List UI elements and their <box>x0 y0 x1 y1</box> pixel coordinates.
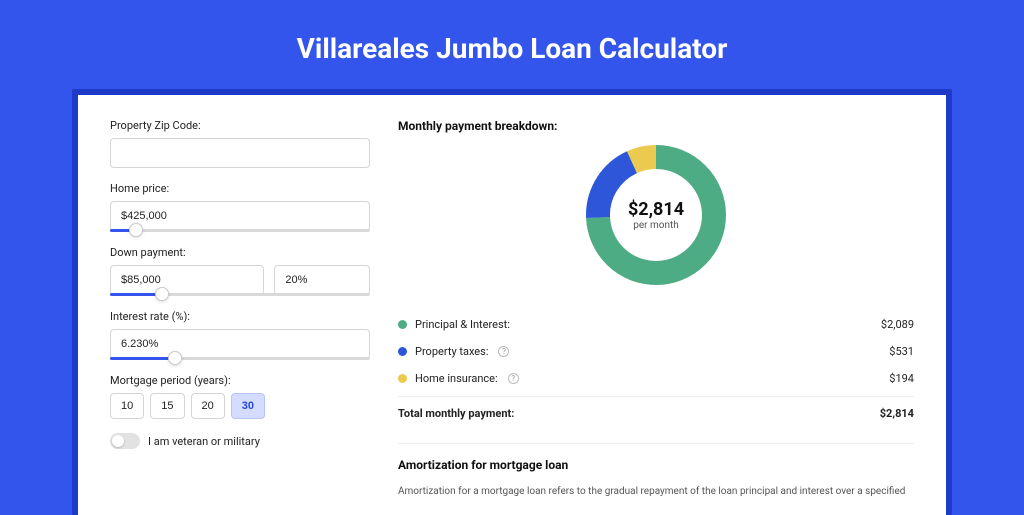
down-payment-group: Down payment: <box>110 246 370 296</box>
calculator-frame: Property Zip Code: Home price: Down paym… <box>72 89 952 515</box>
veteran-toggle[interactable] <box>110 433 140 449</box>
calculator-card: Property Zip Code: Home price: Down paym… <box>78 95 946 515</box>
legend-amount: $531 <box>889 345 914 358</box>
down-payment-amount-input[interactable] <box>110 265 264 295</box>
inputs-panel: Property Zip Code: Home price: Down paym… <box>110 119 370 515</box>
info-icon[interactable]: ? <box>498 346 509 357</box>
amortization-section: Amortization for mortgage loan Amortizat… <box>398 443 914 499</box>
legend-label: Property taxes: <box>415 345 488 358</box>
legend-list: Principal & Interest: $2,089 Property taxe… <box>398 311 914 392</box>
down-payment-percent-input[interactable] <box>274 265 370 295</box>
zip-field-group: Property Zip Code: <box>110 119 370 168</box>
legend-total-row: Total monthly payment: $2,814 <box>398 396 914 427</box>
amortization-title: Amortization for mortgage loan <box>398 458 914 472</box>
mortgage-period-label: Mortgage period (years): <box>110 374 370 387</box>
legend-dot <box>398 374 407 383</box>
mortgage-period-buttons: 1015 2030 <box>110 393 370 419</box>
legend-dot <box>398 320 407 329</box>
period-button-20[interactable]: 20 <box>191 393 225 419</box>
zip-label: Property Zip Code: <box>110 119 370 132</box>
interest-rate-slider[interactable] <box>110 357 370 360</box>
breakdown-title: Monthly payment breakdown: <box>398 119 914 133</box>
legend-row: Home insurance:? $194 <box>398 365 914 392</box>
period-button-10[interactable]: 10 <box>110 393 144 419</box>
interest-rate-label: Interest rate (%): <box>110 310 370 323</box>
donut-center-amount: $2,814 <box>628 199 684 220</box>
legend-label: Principal & Interest: <box>415 318 510 331</box>
donut-center: $2,814 per month <box>586 145 726 285</box>
info-icon[interactable]: ? <box>508 373 519 384</box>
legend-label: Home insurance: <box>415 372 498 385</box>
veteran-toggle-row: I am veteran or military <box>110 433 370 449</box>
legend-amount: $2,089 <box>881 318 914 331</box>
interest-rate-group: Interest rate (%): <box>110 310 370 360</box>
home-price-slider[interactable] <box>110 229 370 232</box>
breakdown-panel: Monthly payment breakdown: $2,814 per mo… <box>398 119 914 515</box>
down-payment-slider-thumb[interactable] <box>155 287 169 301</box>
legend-total-amount: $2,814 <box>880 407 914 420</box>
interest-rate-input[interactable] <box>110 329 370 359</box>
period-button-15[interactable]: 15 <box>150 393 184 419</box>
legend-total-label: Total monthly payment: <box>398 407 514 420</box>
donut-chart-container: $2,814 per month <box>398 145 914 285</box>
veteran-toggle-label: I am veteran or military <box>148 435 260 448</box>
zip-input[interactable] <box>110 138 370 168</box>
legend-row: Property taxes:? $531 <box>398 338 914 365</box>
period-button-30[interactable]: 30 <box>231 393 265 419</box>
legend-amount: $194 <box>889 372 914 385</box>
amortization-text: Amortization for a mortgage loan refers … <box>398 484 914 499</box>
down-payment-label: Down payment: <box>110 246 370 259</box>
mortgage-period-group: Mortgage period (years): 1015 2030 <box>110 374 370 419</box>
legend-dot <box>398 347 407 356</box>
home-price-input[interactable] <box>110 201 370 231</box>
home-price-label: Home price: <box>110 182 370 195</box>
legend-row: Principal & Interest: $2,089 <box>398 311 914 338</box>
down-payment-slider[interactable] <box>110 293 370 296</box>
home-price-slider-thumb[interactable] <box>129 223 143 237</box>
donut-chart: $2,814 per month <box>586 145 726 285</box>
interest-rate-slider-thumb[interactable] <box>168 351 182 365</box>
donut-center-sub: per month <box>633 220 679 231</box>
page-title: Villareales Jumbo Loan Calculator <box>0 0 1024 89</box>
home-price-group: Home price: <box>110 182 370 232</box>
